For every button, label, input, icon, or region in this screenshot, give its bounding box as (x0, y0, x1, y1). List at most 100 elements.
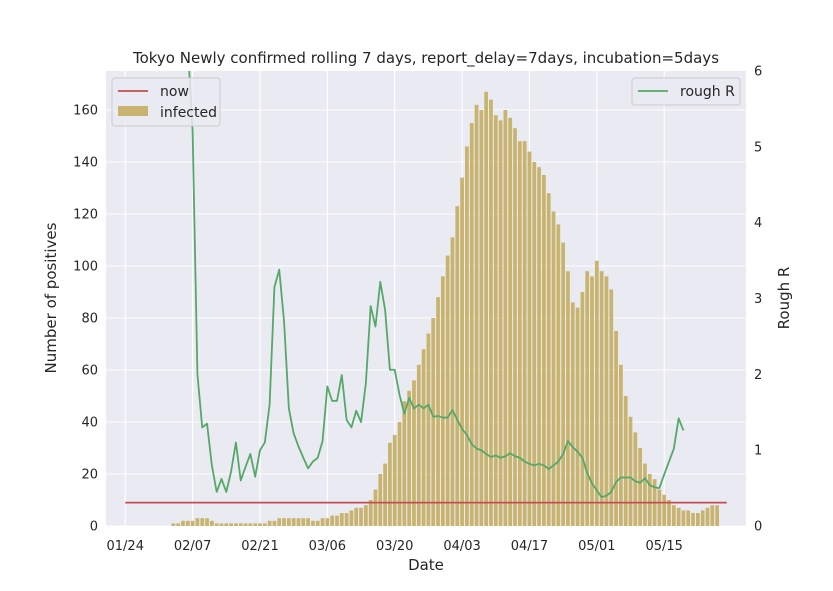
infected-bar (315, 520, 320, 526)
infected-bar (638, 448, 643, 526)
infected-bar (667, 500, 671, 526)
infected-bar (185, 520, 190, 526)
x-tick-label: 05/01 (578, 539, 615, 554)
legend-right: rough R (631, 77, 741, 106)
infected-bar (696, 513, 700, 526)
infected-bar (354, 507, 359, 526)
x-tick-label: 04/03 (443, 539, 480, 554)
infected-bar (363, 505, 368, 526)
infected-bar (551, 211, 556, 526)
infected-bar (522, 141, 527, 526)
infected-bar (200, 518, 205, 526)
legend-right-frame (631, 77, 741, 106)
y2-tick-label: 3 (754, 292, 762, 307)
infected-bar (465, 146, 469, 526)
y-tick-label: 160 (73, 104, 98, 119)
infected-bar (633, 432, 638, 526)
infected-bar (715, 505, 720, 526)
x-tick-label: 03/20 (376, 539, 413, 554)
infected-bar (450, 237, 455, 526)
infected-bar (224, 523, 229, 526)
infected-bar (339, 513, 344, 526)
infected-bar (556, 224, 561, 526)
y2-tick-label: 0 (754, 520, 762, 535)
infected-bar (513, 128, 517, 526)
y-axis-title: Number of positives (42, 222, 60, 373)
infected-bar (335, 515, 339, 526)
infected-bar (575, 307, 580, 526)
infected-bar (479, 110, 484, 526)
infected-bar (190, 520, 195, 526)
infected-bar (676, 507, 681, 526)
infected-bar (282, 518, 286, 526)
infected-bars (171, 91, 720, 527)
infected-bar (503, 110, 508, 526)
infected-bar (700, 510, 705, 526)
infected-bar (306, 518, 310, 526)
infected-bar (474, 104, 479, 527)
infected-bar (392, 435, 397, 526)
infected-bar (657, 489, 662, 526)
legend-left: now infected (111, 77, 221, 127)
infected-bar (330, 515, 335, 526)
infected-bar (498, 120, 503, 527)
infected-bar (436, 297, 440, 526)
infected-bar (234, 523, 238, 526)
infected-bar (421, 349, 426, 526)
infected-bar (493, 115, 498, 526)
infected-bar (383, 463, 387, 526)
infected-bar (272, 520, 277, 526)
y-tick-label: 60 (81, 364, 98, 379)
chart-title: Tokyo Newly confirmed rolling 7 days, re… (132, 49, 719, 68)
rough-r-line (188, 71, 685, 499)
infected-bar (344, 513, 349, 526)
infected-bar (469, 123, 474, 526)
infected-bar (301, 518, 306, 526)
infected-bar (416, 364, 421, 526)
infected-bar (229, 523, 233, 526)
infected-bar (604, 276, 609, 526)
infected-bar (517, 141, 522, 526)
infected-bar (710, 505, 715, 526)
infected-bar (686, 510, 691, 526)
infected-bar (609, 289, 614, 526)
infected-bar (238, 523, 243, 526)
infected-bar (705, 507, 710, 526)
infected-bar (258, 523, 262, 526)
infected-bar (527, 151, 532, 526)
x-tick-label: 02/21 (241, 539, 278, 554)
infected-bar (662, 494, 667, 526)
infected-bar (455, 206, 460, 526)
infected-bar (566, 271, 570, 526)
infected-bar (542, 175, 546, 526)
infected-bar (325, 518, 330, 526)
infected-bar (320, 518, 325, 526)
infected-bar (388, 442, 392, 526)
infected-bar (628, 416, 633, 526)
infected-bar (561, 242, 566, 526)
y-tick-label: 0 (90, 520, 98, 535)
infected-bar (311, 520, 315, 526)
y2-tick-label: 5 (754, 140, 762, 155)
infected-bar (262, 523, 267, 526)
infected-bar (619, 364, 623, 526)
infected-bar (623, 396, 628, 526)
legend-infected-label: infected (160, 105, 217, 121)
infected-bar (219, 523, 224, 526)
infected-bar (508, 117, 513, 527)
infected-bar (209, 520, 214, 526)
legend-rough-r-label: rough R (680, 84, 735, 100)
y2-tick-label: 2 (754, 368, 762, 383)
infected-bar (407, 390, 412, 526)
infected-bar (614, 331, 618, 526)
infected-bar (440, 276, 445, 526)
infected-bar (243, 523, 248, 526)
legend-infected-swatch (118, 106, 148, 116)
infected-bar (397, 422, 402, 526)
infected-bar (580, 292, 585, 526)
infected-bar (412, 380, 416, 526)
y2-tick-label: 1 (754, 444, 762, 459)
infected-bar (286, 518, 291, 526)
infected-bar (445, 255, 450, 526)
infected-bar (647, 474, 652, 526)
